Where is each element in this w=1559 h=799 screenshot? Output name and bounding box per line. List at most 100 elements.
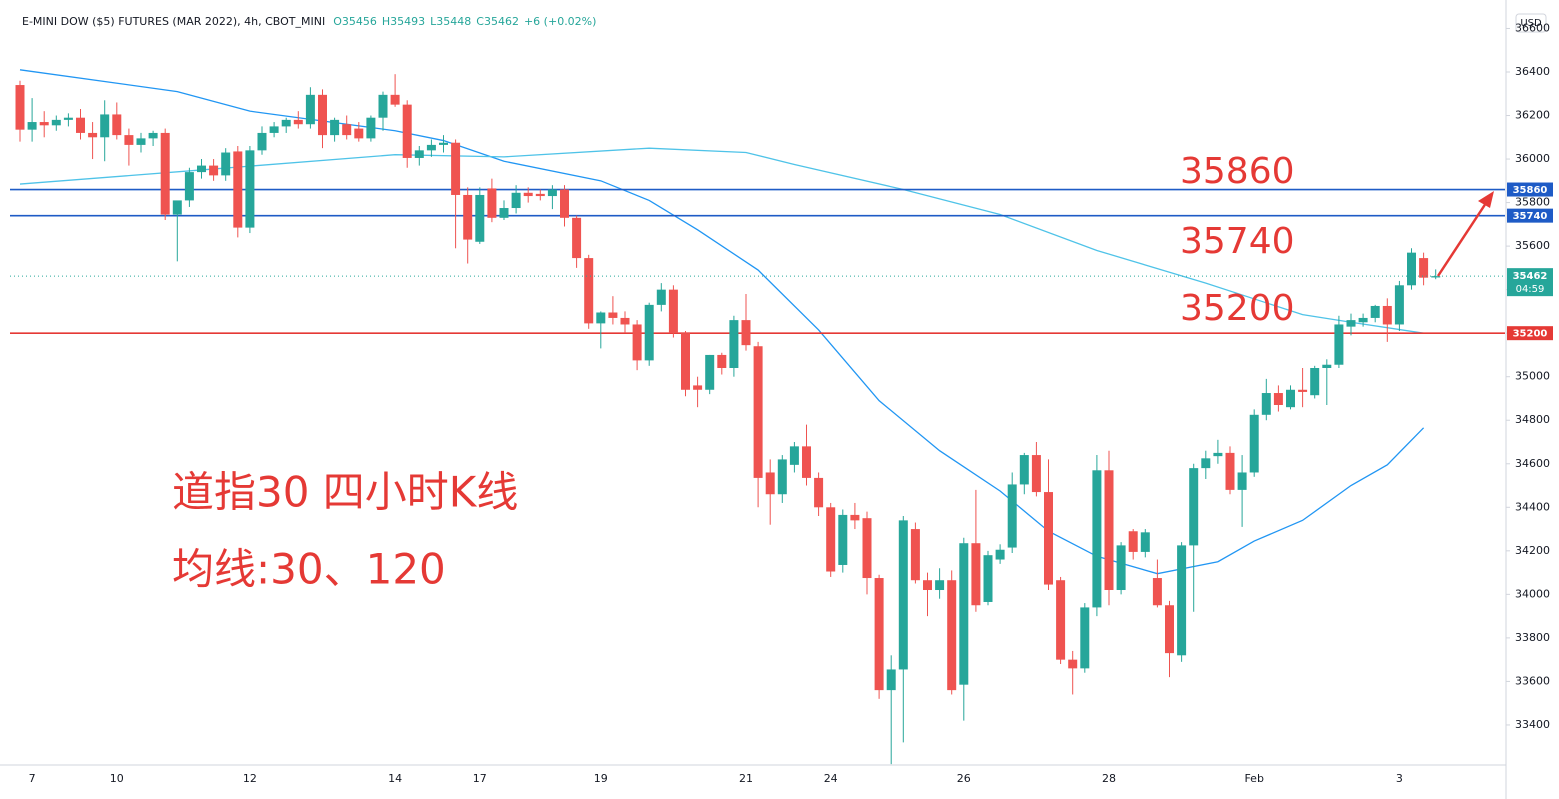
x-tick-label: 26 xyxy=(957,772,971,785)
annotation: 35200 xyxy=(1180,288,1295,329)
y-tick-label: 35000 xyxy=(1515,370,1550,383)
candle-body xyxy=(63,117,73,120)
y-tick-label: 34600 xyxy=(1515,457,1550,470)
level-price-box xyxy=(1507,182,1553,197)
candle-body xyxy=(1080,607,1090,669)
candle-body xyxy=(1322,364,1332,368)
candle-body xyxy=(1044,492,1053,585)
x-tick-label: 19 xyxy=(594,772,608,785)
candle-body xyxy=(1177,545,1187,656)
arrow-head xyxy=(1478,191,1494,208)
candle-body xyxy=(923,580,932,591)
candle-body xyxy=(705,354,715,390)
y-tick-label: 34800 xyxy=(1515,413,1550,426)
candle-body xyxy=(681,333,690,390)
candle-body xyxy=(717,354,727,368)
annotation: 道指30 四小时K线 xyxy=(172,468,518,517)
y-tick-label: 34400 xyxy=(1515,500,1550,513)
candle-body xyxy=(112,114,122,136)
candle-body xyxy=(245,150,255,228)
candle-body xyxy=(1116,545,1126,591)
candle-body xyxy=(886,669,896,691)
candle-body xyxy=(620,317,630,325)
candle-body xyxy=(632,324,642,361)
candle-body xyxy=(475,194,485,242)
candle-body xyxy=(1310,367,1320,396)
candle-body xyxy=(1249,414,1259,473)
candle-body xyxy=(874,578,884,691)
x-tick-label: Feb xyxy=(1244,772,1263,785)
candle-body xyxy=(1104,470,1114,591)
level-price-box xyxy=(1507,326,1553,341)
candle-body xyxy=(1152,578,1162,606)
symbol: E-MINI DOW ($5) FUTURES (MAR 2022), 4h, … xyxy=(22,15,325,28)
candle-body xyxy=(366,117,376,139)
candle-body xyxy=(668,289,678,334)
candle-body xyxy=(753,346,763,478)
y-tick-label: 36200 xyxy=(1515,109,1550,122)
x-tick-label: 24 xyxy=(824,772,838,785)
candle-body xyxy=(826,507,836,572)
candle-body xyxy=(1419,258,1429,278)
candle-body xyxy=(850,514,860,521)
moving-average xyxy=(19,147,1424,334)
plot-area xyxy=(10,69,1505,765)
candle-body xyxy=(959,543,969,685)
candle-body xyxy=(330,119,340,136)
candle-body xyxy=(1382,305,1392,325)
candle-body xyxy=(124,135,134,145)
candle-body xyxy=(729,320,739,368)
candle-body xyxy=(88,132,98,138)
candle-body xyxy=(197,165,206,173)
candle-body xyxy=(656,289,666,305)
x-tick-label: 14 xyxy=(388,772,402,785)
candle-body xyxy=(257,132,267,151)
y-tick-label: 33600 xyxy=(1515,674,1550,687)
candle-body xyxy=(378,94,388,118)
candle-body xyxy=(209,165,219,176)
candle-body xyxy=(439,142,448,145)
candle-body xyxy=(293,119,303,125)
level-price-label: 35860 xyxy=(1513,185,1548,196)
candle-body xyxy=(644,304,654,361)
candle-body xyxy=(426,144,436,151)
ohlc-open: O35456 xyxy=(333,15,377,28)
candle-body xyxy=(1031,455,1041,493)
candle-body xyxy=(765,472,775,495)
candle-body xyxy=(935,580,945,591)
y-tick-label: 35800 xyxy=(1515,196,1550,209)
candle-body xyxy=(1201,458,1211,469)
annotation: 35860 xyxy=(1180,151,1295,192)
currency-box[interactable] xyxy=(1515,13,1547,33)
candle-body xyxy=(1334,324,1344,365)
candle-body xyxy=(76,117,85,133)
candle-body xyxy=(342,124,352,136)
candle-body xyxy=(838,514,848,565)
y-tick-label: 33400 xyxy=(1515,718,1550,731)
candle-body xyxy=(947,580,957,691)
candle-body xyxy=(27,122,37,130)
candle-body xyxy=(499,208,509,218)
candle-body xyxy=(523,192,533,197)
last-price-label: 35462 xyxy=(1513,271,1548,282)
level-price-label: 35200 xyxy=(1513,329,1548,340)
y-tick-label: 35600 xyxy=(1515,239,1550,252)
y-tick-label: 33800 xyxy=(1515,631,1550,644)
candle-body xyxy=(305,94,315,125)
candle-body xyxy=(1068,659,1078,669)
candle-body xyxy=(789,446,799,465)
candle-body xyxy=(51,119,61,126)
y-tick-label: 36600 xyxy=(1515,21,1550,34)
candle-body xyxy=(983,555,993,602)
level-price-box xyxy=(1507,208,1553,223)
ohlc-change: +6 (+0.02%) xyxy=(524,15,596,28)
candle-body xyxy=(1298,389,1308,392)
candle-body xyxy=(1189,468,1199,546)
currency[interactable]: USD xyxy=(1520,18,1542,29)
candle-body xyxy=(1007,484,1017,548)
candle-body xyxy=(910,529,920,581)
last-price-box xyxy=(1507,268,1553,297)
candle-body xyxy=(148,132,158,139)
candle-body xyxy=(281,119,291,127)
